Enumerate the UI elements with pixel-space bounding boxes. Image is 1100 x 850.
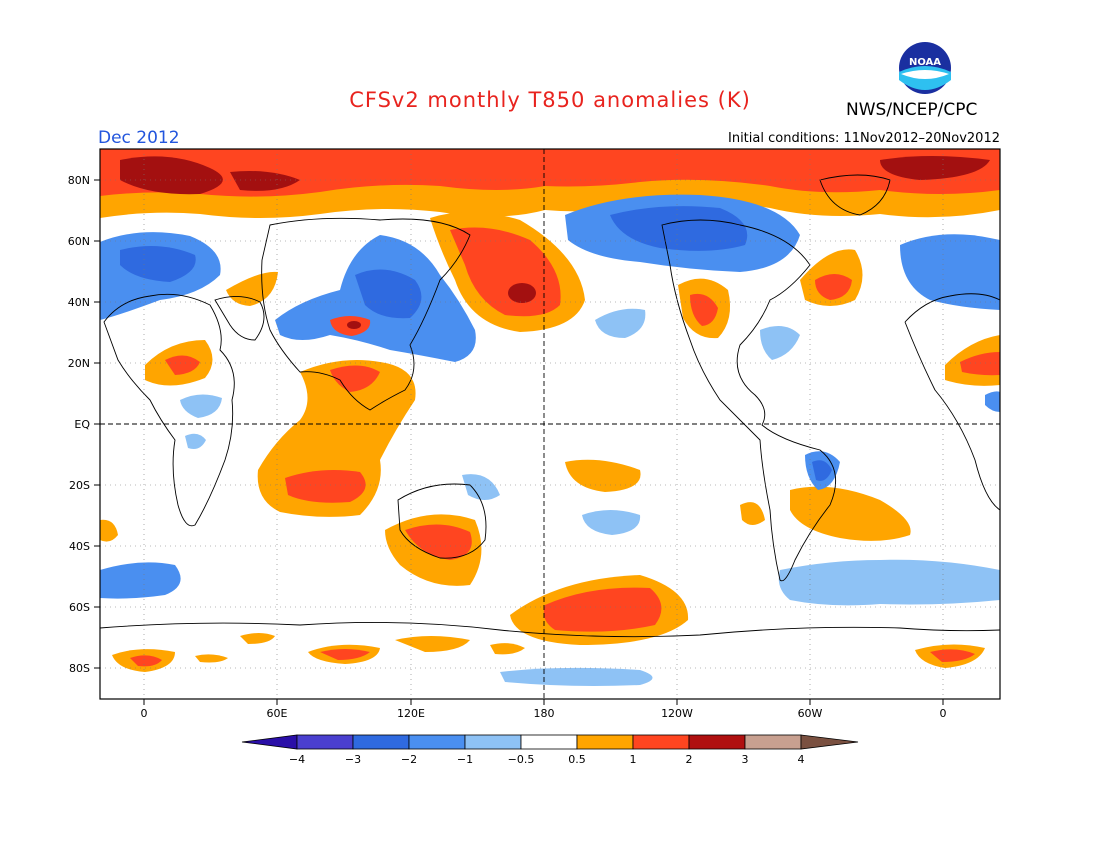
north-atlantic-warm: [800, 249, 863, 306]
noaa-logo-text: NOAA: [909, 57, 941, 68]
colorbar-label: 4: [798, 753, 805, 766]
colorbar: −4 −3 −2 −1 −0.5 0.5 1 2 3 4: [241, 734, 859, 766]
australia-warm: [385, 514, 482, 586]
lat-label: 60N: [68, 235, 90, 248]
indian-ocean-warm: [257, 359, 416, 517]
map-plot-area: [100, 149, 1000, 699]
colorbar-swatch: [576, 734, 634, 750]
colorbar-swatch: [632, 734, 690, 750]
colorbar-swatch: [464, 734, 522, 750]
forecast-period: Dec 2012: [98, 128, 180, 148]
colorbar-swatch: [408, 734, 466, 750]
asia-cold: [275, 235, 476, 362]
south-pacific-warm: [510, 459, 689, 645]
lat-label: 20S: [69, 479, 90, 492]
colorbar-label: 3: [742, 753, 749, 766]
colorbar-label: −0.5: [508, 753, 535, 766]
arctic-warm-band: [100, 149, 1000, 218]
colorbar-label: −2: [401, 753, 417, 766]
north-america-cold: [565, 194, 800, 272]
antarctic-warm-patches: [112, 633, 985, 672]
chart-title: CFSv2 monthly T850 anomalies (K): [349, 88, 751, 112]
lat-label: 80S: [69, 662, 90, 675]
noaa-logo: NOAA: [893, 40, 957, 96]
colorbar-label: 1: [630, 753, 637, 766]
lat-label: 80N: [68, 174, 90, 187]
north-pacific-warm: [430, 211, 585, 332]
lat-label: 40N: [68, 296, 90, 309]
colorbar-low-arrow: [241, 734, 298, 750]
lat-label: 20N: [68, 357, 90, 370]
southern-ocean-cold: [100, 308, 1000, 686]
colorbar-label: −1: [457, 753, 473, 766]
lon-label: 120E: [397, 707, 425, 720]
initial-conditions: Initial conditions: 11Nov2012–20Nov2012: [728, 131, 1000, 146]
europe-cold: [100, 232, 221, 320]
lon-label: 60E: [267, 707, 288, 720]
coastlines: [100, 174, 1000, 638]
africa-warm: [145, 271, 1000, 386]
europe-cold-wrap: [900, 234, 1000, 310]
lat-label: 60S: [69, 601, 90, 614]
colorbar-swatch: [688, 734, 746, 750]
colorbar-label: 0.5: [568, 753, 586, 766]
colorbar-high-arrow: [800, 734, 859, 750]
colorbar-swatch: [744, 734, 802, 750]
lon-label: 180: [534, 707, 555, 720]
latitude-axis: 80N 60N 40N 20N EQ 20S 40S 60S 80S: [68, 174, 100, 675]
lon-label: 0: [141, 707, 148, 720]
colorbar-swatch: [352, 734, 410, 750]
reference-lines: [100, 149, 1000, 699]
agency-label: NWS/NCEP/CPC: [846, 100, 978, 120]
lon-label: 0: [940, 707, 947, 720]
longitude-axis: 0 60E 120E 180 120W 60W 0: [141, 699, 947, 720]
lat-label: EQ: [74, 418, 90, 431]
colorbar-label: −4: [289, 753, 305, 766]
south-atlantic-warm: [100, 486, 911, 542]
lat-label: 40S: [69, 540, 90, 553]
colorbar-label: 2: [686, 753, 693, 766]
lon-label: 120W: [661, 707, 693, 720]
colorbar-label: −3: [345, 753, 361, 766]
lon-label: 60W: [798, 707, 823, 720]
colorbar-swatch: [296, 734, 354, 750]
colorbar-swatch: [520, 734, 578, 750]
